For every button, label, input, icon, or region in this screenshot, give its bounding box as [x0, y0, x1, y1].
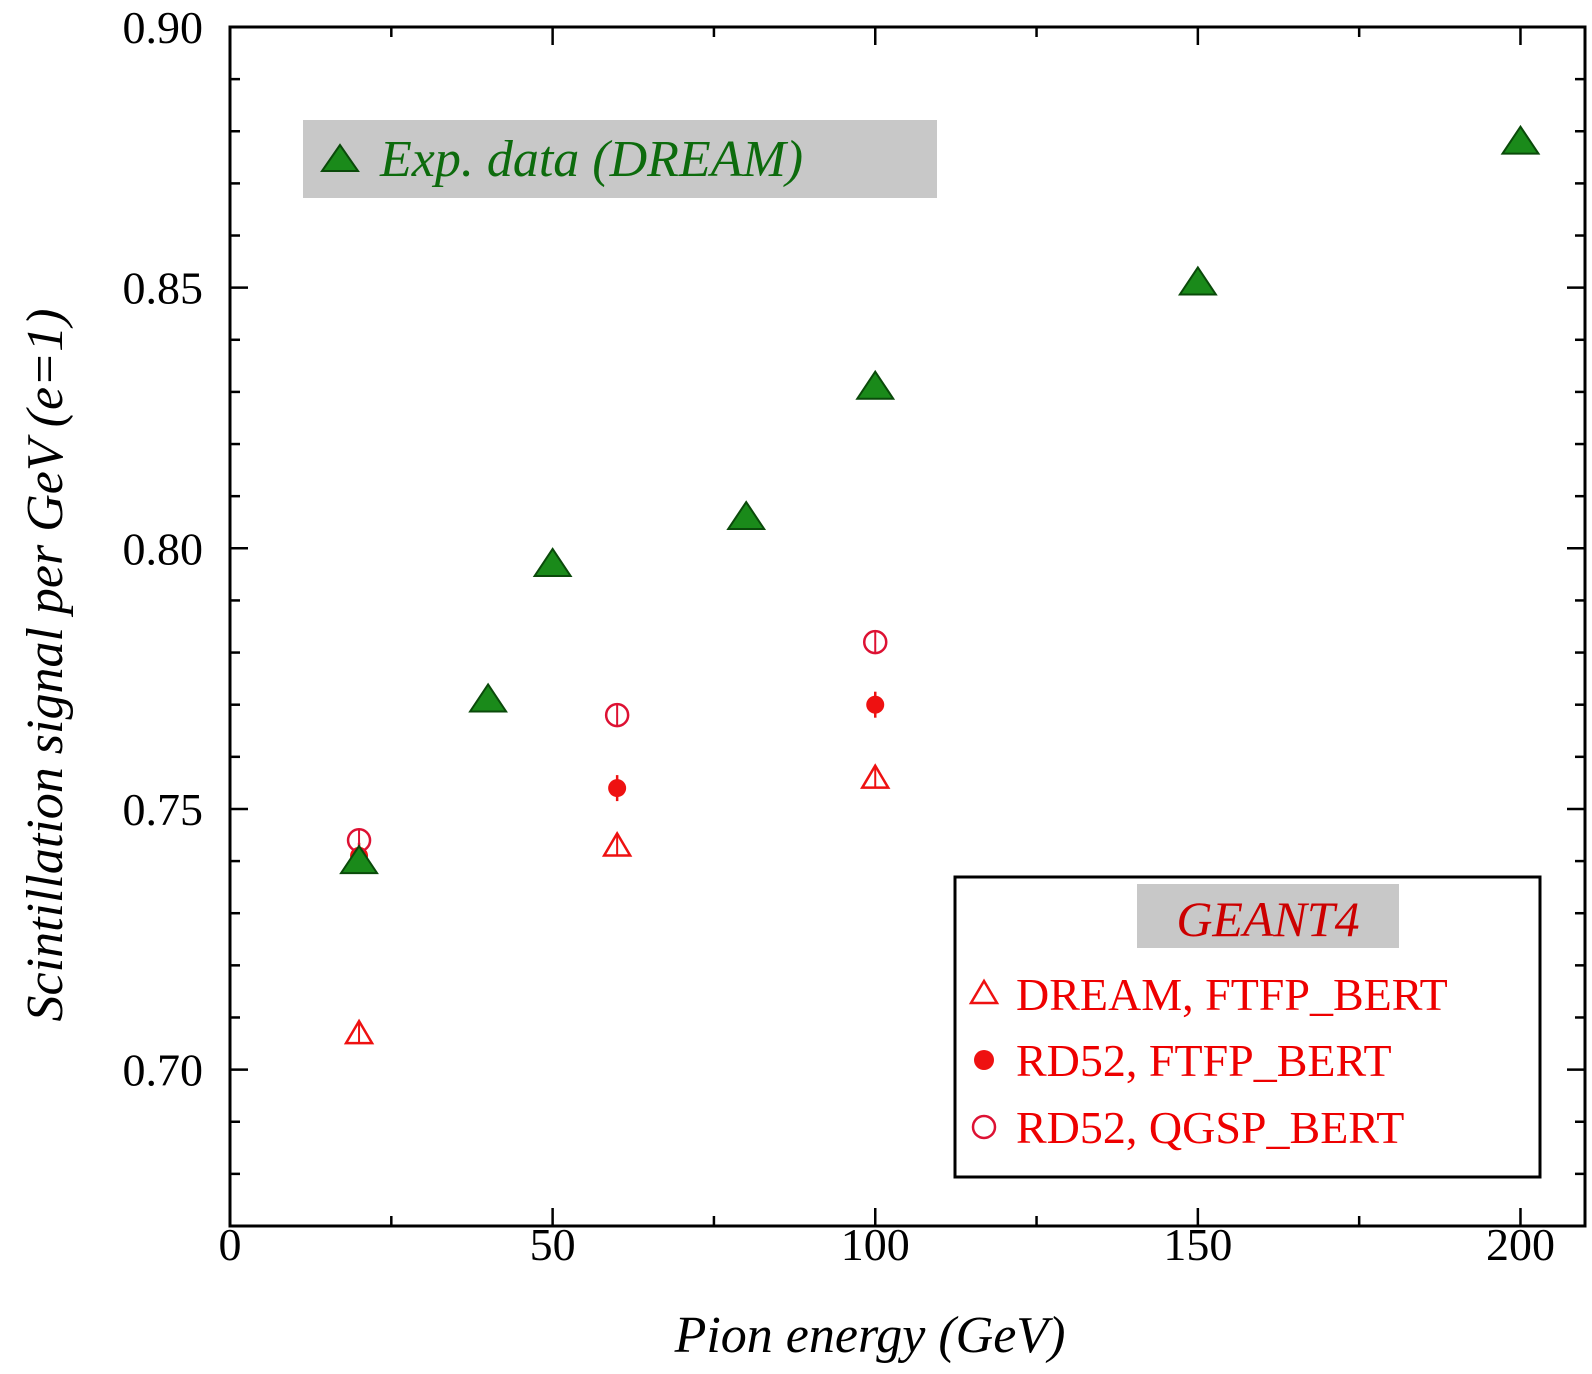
- y-tick-label: 0.85: [123, 263, 204, 314]
- rd52-ftfp-data-point: [866, 695, 885, 714]
- exp-legend-background: [303, 120, 937, 198]
- y-tick-label: 0.80: [123, 523, 204, 574]
- x-tick-label: 150: [1163, 1219, 1232, 1270]
- exp-data-point: [468, 682, 508, 713]
- axis-ticks: [228, 25, 1585, 1228]
- x-tick-label: 200: [1486, 1219, 1555, 1270]
- exp-data-point: [532, 547, 573, 577]
- y-axis-title: Scintillation signal per GeV (e=1): [17, 309, 74, 1022]
- geant4-legend-marker-filled-circle: [974, 1050, 994, 1070]
- rd52-ftfp-data-point: [608, 779, 627, 798]
- x-tick-label: 50: [530, 1219, 576, 1270]
- x-tick-label: 0: [219, 1219, 242, 1270]
- exp-data-point: [1177, 265, 1218, 296]
- exp-legend-label: Exp. data (DREAM): [379, 131, 803, 188]
- exp-data-point: [855, 369, 896, 400]
- plot-frame: [228, 25, 1587, 1228]
- geant4-legend: GEANT4 DREAM, FTFP_BERT RD52, FTFP_BERT …: [953, 875, 1542, 1179]
- exp-data-point: [726, 500, 767, 531]
- y-tick-label: 0.90: [123, 2, 204, 53]
- geant4-title-background: [1137, 884, 1399, 948]
- geant4-legend-label-rd52-ftfp: RD52, FTFP_BERT: [1016, 1035, 1392, 1086]
- geant4-legend-label-rd52-qgsp: RD52, QGSP_BERT: [1016, 1102, 1404, 1153]
- geant4-legend-marker-open-circle: [971, 1114, 997, 1140]
- data-points: [339, 124, 1541, 1045]
- x-axis-title: Pion energy (GeV): [674, 1307, 1066, 1364]
- geant4-legend-label-dream-ftfp: DREAM, FTFP_BERT: [1016, 969, 1448, 1020]
- geant4-legend-marker-open-triangle: [968, 978, 1000, 1005]
- x-tick-label: 100: [841, 1219, 910, 1270]
- axis-tick-labels: 0 50 100 150 200 0.70 0.75 0.80 0.85 0.90: [123, 2, 1555, 1270]
- exp-data-point: [1500, 124, 1541, 155]
- exp-data-point: [339, 844, 379, 875]
- y-tick-label: 0.70: [123, 1045, 204, 1096]
- exp-legend: Exp. data (DREAM): [303, 120, 937, 198]
- y-tick-label: 0.75: [123, 784, 204, 835]
- geant4-legend-title: GEANT4: [1176, 891, 1359, 947]
- exp-legend-marker: [320, 143, 360, 172]
